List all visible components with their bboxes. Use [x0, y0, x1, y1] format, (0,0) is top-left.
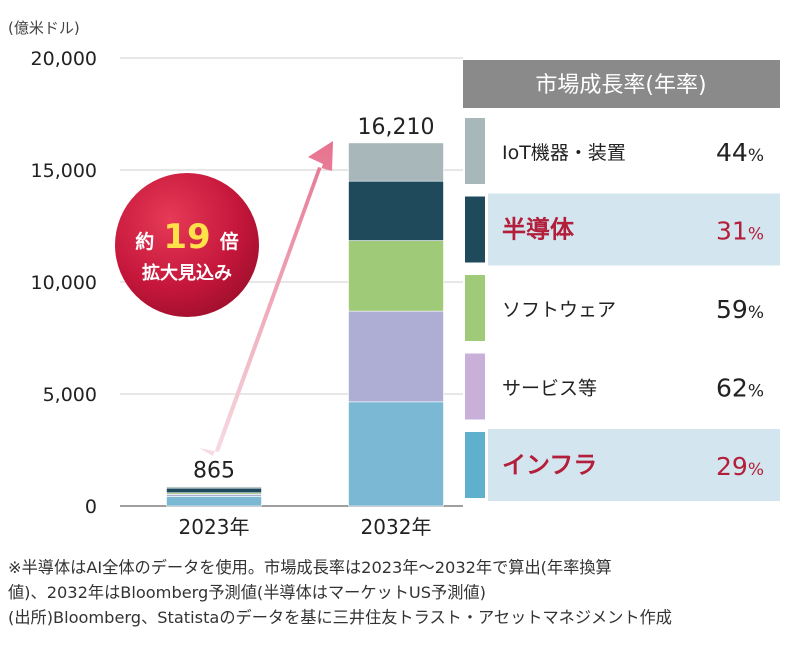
x-tick-label: 2032年 [361, 515, 432, 539]
stacked-bars [166, 142, 444, 507]
bar-segment [348, 142, 444, 182]
growth-label: IoT機器・装置 [502, 142, 626, 164]
growth-value: 29% [716, 452, 764, 481]
growth-label: サービス等 [502, 378, 597, 400]
growth-table: 市場成長率(年率) IoT機器・装置 44% 半導体 31% ソフトウェア 59% サービス… [463, 60, 780, 501]
badge-subtext: 拡大見込み [142, 262, 232, 284]
growth-value: 31% [716, 217, 764, 246]
growth-value: 44% [716, 138, 764, 167]
growth-row: ソフトウェア 59% [465, 275, 764, 341]
bar-total-label: 16,210 [358, 115, 435, 140]
badge-suffix: 倍 [220, 230, 239, 253]
x-tick-label: 2023年 [179, 515, 250, 539]
bar-segment [348, 180, 444, 241]
bar-totals: 865 16,210 [193, 115, 434, 484]
growth-row-highlight [488, 193, 780, 266]
legend-swatch [465, 118, 485, 184]
legend-swatch [465, 275, 485, 341]
y-tick-label: 10,000 [31, 272, 97, 294]
bar-segment [348, 401, 444, 507]
x-axis-ticks: 2023年 2032年 [179, 515, 432, 539]
bar-total-label: 865 [193, 459, 235, 484]
badge-prefix: 約 [135, 230, 154, 253]
growth-value: 62% [716, 374, 764, 403]
growth-badge: 約 19 倍 拡大見込み [115, 173, 259, 317]
market-chart: (億米ドル) 0 5,000 10,000 15,000 20,000 2023年 203… [8, 19, 780, 539]
badge-number: 19 [163, 217, 210, 257]
footnote-line: 値)、2032年はBloomberg予測値(半導体はマーケットUS予測値) [8, 583, 486, 602]
y-tick-label: 20,000 [31, 48, 97, 70]
y-tick-label: 0 [85, 496, 97, 518]
y-axis-ticks: 0 5,000 10,000 15,000 20,000 [31, 48, 97, 518]
bar-segment [166, 487, 262, 494]
legend-swatch [465, 432, 485, 498]
bar-segment [166, 486, 262, 489]
growth-row: IoT機器・装置 44% [465, 118, 764, 184]
growth-label: ソフトウェア [502, 299, 616, 321]
growth-arrow [199, 141, 333, 456]
growth-label: 半導体 [502, 216, 575, 244]
bar-segment [166, 496, 262, 507]
bar-segment [348, 310, 444, 403]
growth-row: サービス等 62% [465, 353, 764, 420]
growth-row: インフラ 29% [465, 429, 780, 501]
growth-row-highlight [488, 429, 780, 501]
footnote-line: (出所)Bloomberg、Statistaのデータを基に三井住友トラスト・アセ… [8, 608, 672, 627]
legend-swatch [465, 196, 485, 263]
bar-segment [348, 240, 444, 312]
svg-text:約 19 倍: 約 19 倍 [135, 217, 239, 257]
footnotes: ※半導体はAI全体のデータを使用。市場成長率は2023年～2032年で算出(年率… [8, 555, 794, 630]
growth-value: 59% [716, 295, 764, 324]
y-tick-label: 5,000 [43, 384, 97, 406]
growth-table-header [463, 60, 780, 108]
growth-table-title: 市場成長率(年率) [535, 73, 706, 98]
growth-row: 半導体 31% [465, 193, 780, 266]
y-tick-label: 15,000 [31, 160, 97, 182]
growth-label: インフラ [502, 451, 597, 479]
legend-swatch [465, 353, 485, 420]
y-axis-unit-label: (億米ドル) [8, 19, 80, 37]
footnote-line: ※半導体はAI全体のデータを使用。市場成長率は2023年～2032年で算出(年率… [8, 558, 612, 577]
bar-segment [166, 494, 262, 497]
